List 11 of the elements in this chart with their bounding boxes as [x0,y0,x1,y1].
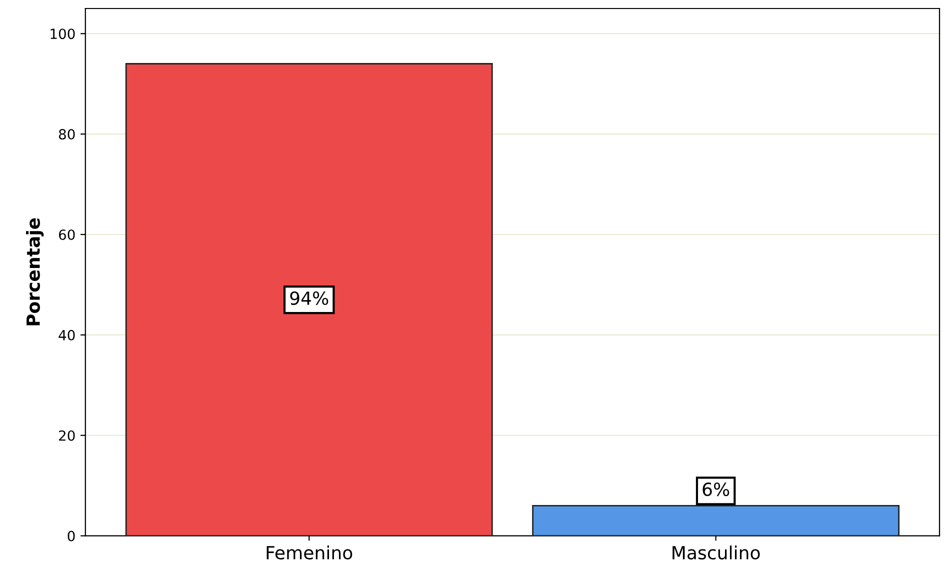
y-tick-label: 100 [50,28,75,40]
y-tick-label: 80 [58,129,75,140]
data-label: 94% [290,291,328,306]
y-axis-title: Porcentaje [26,218,44,326]
y-tick-label: 20 [59,430,75,441]
x-tick-label: Masculino [672,546,760,560]
y-tick-label: 40 [58,330,75,340]
data-label: 6% [702,482,730,496]
y-tick-label: 0 [68,530,75,542]
x-tick-label: Femenino [266,546,352,560]
y-tick-label: 60 [58,229,75,240]
